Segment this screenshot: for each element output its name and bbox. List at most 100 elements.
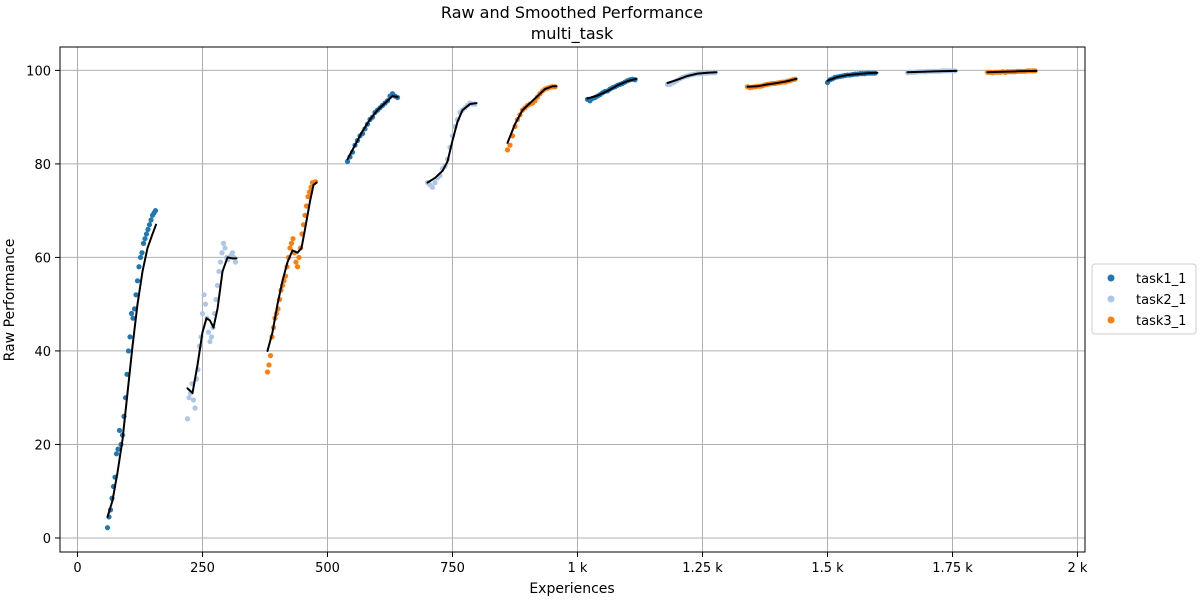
x-tick-label: 0 xyxy=(73,561,81,576)
data-point-task3_1 xyxy=(287,245,293,251)
data-point-task1_1 xyxy=(139,250,145,256)
data-point-task2_1 xyxy=(216,268,222,275)
data-point-task1_1 xyxy=(115,446,121,452)
grid-lines xyxy=(60,47,1085,552)
data-point-task1_1 xyxy=(113,451,120,457)
data-point-task2_1 xyxy=(429,184,436,190)
x-axis-label: Experiences xyxy=(529,581,614,597)
data-point-task2_1 xyxy=(232,259,239,265)
data-point-task3_1 xyxy=(504,147,511,153)
data-point-task2_1 xyxy=(184,416,191,422)
legend-label-task3_1: task3_1 xyxy=(1136,314,1186,329)
y-tick-label: 0 xyxy=(43,532,51,547)
x-tick-label: 750 xyxy=(440,561,465,576)
legend-label-task2_1: task2_1 xyxy=(1136,293,1186,308)
y-axis-label: Raw Performance xyxy=(2,239,18,362)
data-point-task2_1 xyxy=(229,250,236,256)
x-tick-label: 250 xyxy=(190,561,215,576)
data-point-task2_1 xyxy=(205,329,212,335)
smoothed-line xyxy=(346,95,399,161)
smoothed-line xyxy=(426,102,478,184)
data-point-task2_1 xyxy=(214,282,221,289)
data-point-task1_1 xyxy=(124,371,130,377)
data-point-task3_1 xyxy=(303,203,310,209)
data-point-task1_1 xyxy=(127,334,133,340)
data-point-task2_1 xyxy=(192,405,198,411)
x-tick-label: 500 xyxy=(315,561,340,576)
legend-box xyxy=(1091,263,1197,335)
y-tick-label: 60 xyxy=(34,251,51,266)
legend-label-task1_1: task1_1 xyxy=(1136,272,1186,287)
data-point-task3_1 xyxy=(290,236,296,242)
y-tick-label: 100 xyxy=(26,64,51,79)
data-point-task2_1 xyxy=(202,301,209,307)
data-point-task2_1 xyxy=(217,259,224,265)
data-point-task2_1 xyxy=(186,395,192,401)
x-tick-label: 1 k xyxy=(568,561,588,576)
smoothed-line xyxy=(186,256,238,395)
smoothed-line xyxy=(986,69,1038,74)
data-point-task3_1 xyxy=(288,240,295,246)
smoothed-line xyxy=(266,181,318,352)
data-point-task1_1 xyxy=(130,315,136,321)
x-tick-label: 1.5 k xyxy=(811,561,844,576)
data-point-task2_1 xyxy=(213,296,219,303)
data-point-task2_1 xyxy=(201,292,207,298)
smoothed-line xyxy=(106,223,157,518)
data-point-task2_1 xyxy=(199,310,206,317)
data-point-task1_1 xyxy=(137,254,144,261)
data-point-task2_1 xyxy=(222,245,228,251)
data-point-task1_1 xyxy=(145,226,151,232)
data-point-task2_1 xyxy=(190,397,197,403)
y-tick-label: 40 xyxy=(34,345,51,360)
data-point-task1_1 xyxy=(133,292,139,298)
x-tick-label: 1.75 k xyxy=(932,561,973,576)
data-point-task1_1 xyxy=(344,158,351,165)
data-point-task2_1 xyxy=(208,334,215,340)
legend-marker-task2_1 xyxy=(1107,295,1115,303)
smoothed-line xyxy=(906,69,958,74)
x-tick-label: 2 k xyxy=(1068,561,1088,576)
series-segment-task1_1 xyxy=(104,208,159,531)
data-point-task3_1 xyxy=(264,369,271,375)
plot-area-frame xyxy=(59,46,1086,553)
x-tick-label: 1.25 k xyxy=(682,561,723,576)
data-point-task1_1 xyxy=(142,236,148,242)
smoothed-line xyxy=(506,85,558,144)
data-point-task3_1 xyxy=(294,264,301,270)
data-point-task1_1 xyxy=(104,525,111,531)
data-point-task3_1 xyxy=(293,259,299,265)
data-point-task3_1 xyxy=(267,353,274,359)
smoothed-lines xyxy=(106,69,1038,518)
y-tick-label: 20 xyxy=(34,438,51,453)
data-point-task2_1 xyxy=(220,240,227,246)
data-point-task1_1 xyxy=(116,427,123,434)
smoothed-line xyxy=(746,77,798,88)
data-point-task2_1 xyxy=(219,250,225,256)
data-point-task1_1 xyxy=(146,222,153,228)
data-point-task1_1 xyxy=(148,217,154,223)
data-point-task2_1 xyxy=(207,338,213,345)
data-point-task3_1 xyxy=(507,142,513,148)
data-point-task1_1 xyxy=(140,240,147,246)
series-segment-task3_1 xyxy=(264,179,319,375)
data-point-task3_1 xyxy=(266,362,272,368)
chart-title: Raw and Smoothed Performance xyxy=(441,3,703,22)
legend-marker-task3_1 xyxy=(1107,316,1115,324)
x-axis-ticks: 0 250 500 750 1 k 1.25 k 1.5 k 1.75 k 2 k xyxy=(73,552,1088,576)
chart-subtitle: multi_task xyxy=(531,24,614,44)
data-point-task1_1 xyxy=(136,264,142,270)
y-tick-label: 80 xyxy=(34,158,51,173)
data-point-task3_1 xyxy=(305,194,311,200)
data-point-task2_1 xyxy=(432,180,438,186)
data-point-task1_1 xyxy=(128,310,135,317)
data-point-task1_1 xyxy=(125,348,132,354)
legend: task1_1 task2_1 task3_1 xyxy=(1091,263,1197,335)
data-point-task1_1 xyxy=(134,278,141,284)
legend-marker-task1_1 xyxy=(1107,274,1115,282)
y-axis-ticks: 0 20 40 60 80 100 xyxy=(26,64,60,547)
data-point-task1_1 xyxy=(152,208,159,214)
smoothed-line xyxy=(666,71,718,84)
